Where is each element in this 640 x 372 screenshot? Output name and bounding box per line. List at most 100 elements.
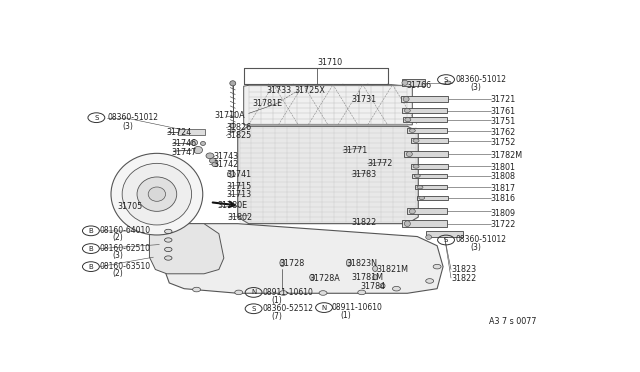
Ellipse shape: [212, 162, 218, 167]
Ellipse shape: [164, 238, 172, 242]
Text: 31742: 31742: [213, 160, 238, 169]
Ellipse shape: [404, 109, 410, 113]
Ellipse shape: [122, 163, 191, 225]
Text: 31783: 31783: [352, 170, 377, 179]
Text: 31725X: 31725X: [294, 86, 325, 95]
Text: 31822: 31822: [352, 218, 377, 227]
Text: 31728: 31728: [280, 259, 305, 268]
Text: (3): (3): [112, 251, 123, 260]
Ellipse shape: [193, 287, 200, 292]
Text: N: N: [251, 289, 256, 295]
Text: 31728A: 31728A: [309, 273, 340, 283]
Text: 31823N: 31823N: [347, 259, 378, 268]
Ellipse shape: [310, 275, 315, 280]
Text: 31766: 31766: [406, 81, 431, 90]
Text: (1): (1): [340, 311, 351, 320]
Ellipse shape: [417, 186, 423, 189]
Ellipse shape: [191, 140, 198, 145]
Ellipse shape: [402, 80, 408, 85]
Text: 31817: 31817: [491, 184, 516, 193]
Ellipse shape: [392, 286, 401, 291]
Ellipse shape: [426, 279, 434, 283]
Bar: [417, 196, 447, 200]
Ellipse shape: [164, 229, 172, 234]
Text: (2): (2): [112, 234, 123, 243]
Bar: [412, 174, 447, 178]
Bar: [178, 129, 205, 135]
Ellipse shape: [372, 275, 378, 280]
Bar: [411, 138, 448, 143]
Ellipse shape: [164, 256, 172, 260]
Text: (7): (7): [271, 312, 282, 321]
Text: 31808: 31808: [491, 173, 516, 182]
Text: (3): (3): [471, 83, 482, 92]
Text: 31731: 31731: [352, 95, 377, 104]
Text: 31780E: 31780E: [218, 201, 248, 210]
Ellipse shape: [319, 291, 327, 295]
Text: 31710: 31710: [317, 58, 342, 67]
Text: 08160-62510: 08160-62510: [100, 244, 151, 253]
Text: 31801: 31801: [491, 163, 516, 172]
Text: 31741: 31741: [227, 170, 252, 179]
Ellipse shape: [280, 259, 285, 266]
Ellipse shape: [445, 81, 451, 84]
Text: (3): (3): [471, 243, 482, 252]
Ellipse shape: [419, 196, 425, 199]
Text: 31784: 31784: [360, 282, 385, 291]
Ellipse shape: [137, 177, 177, 211]
Ellipse shape: [405, 118, 411, 122]
Text: 31751: 31751: [491, 117, 516, 126]
Text: 08160-63510: 08160-63510: [100, 262, 151, 271]
Text: 31825: 31825: [227, 131, 252, 140]
Text: 31772: 31772: [367, 159, 393, 168]
Ellipse shape: [433, 264, 441, 269]
Text: S: S: [94, 115, 99, 121]
Text: 31771: 31771: [343, 145, 368, 154]
Text: 31781M: 31781M: [352, 273, 384, 282]
Bar: [411, 164, 448, 169]
Text: (2): (2): [112, 269, 123, 278]
Text: 31809: 31809: [491, 209, 516, 218]
Ellipse shape: [410, 129, 415, 132]
Bar: [403, 79, 425, 86]
Text: 31715: 31715: [227, 182, 252, 191]
Text: B: B: [88, 228, 93, 234]
Ellipse shape: [372, 266, 378, 272]
Ellipse shape: [111, 153, 203, 235]
Text: 08360-51012: 08360-51012: [456, 75, 507, 84]
Text: S: S: [444, 237, 448, 243]
Bar: [407, 208, 447, 215]
Text: 08911-10610: 08911-10610: [262, 288, 314, 297]
Ellipse shape: [164, 247, 172, 251]
Text: 31705: 31705: [117, 202, 143, 211]
Ellipse shape: [280, 291, 287, 295]
Text: 31823: 31823: [451, 265, 476, 274]
Ellipse shape: [413, 139, 419, 142]
Text: 08160-64010: 08160-64010: [100, 226, 151, 235]
Ellipse shape: [426, 235, 431, 240]
Polygon shape: [150, 224, 224, 274]
Text: A3 7 s 0077: A3 7 s 0077: [489, 317, 536, 326]
Text: 31722: 31722: [491, 220, 516, 229]
Text: 31713: 31713: [227, 190, 252, 199]
Ellipse shape: [230, 129, 236, 132]
Text: B: B: [88, 264, 93, 270]
Bar: [404, 151, 448, 157]
Polygon shape: [244, 85, 412, 125]
Ellipse shape: [406, 151, 412, 157]
Text: 31781E: 31781E: [253, 99, 283, 108]
Bar: [426, 231, 463, 237]
Ellipse shape: [206, 153, 214, 158]
Text: 31762: 31762: [491, 128, 516, 137]
Text: 08360-51012: 08360-51012: [456, 235, 507, 244]
Ellipse shape: [230, 81, 236, 86]
Text: 31721: 31721: [491, 95, 516, 104]
Text: 31743: 31743: [213, 152, 238, 161]
Bar: [403, 117, 447, 122]
Text: 31826: 31826: [227, 123, 252, 132]
Ellipse shape: [410, 209, 415, 214]
Text: 08360-51012: 08360-51012: [108, 113, 158, 122]
Text: (3): (3): [122, 122, 133, 131]
Text: 31816: 31816: [491, 194, 516, 203]
Bar: [407, 128, 447, 133]
